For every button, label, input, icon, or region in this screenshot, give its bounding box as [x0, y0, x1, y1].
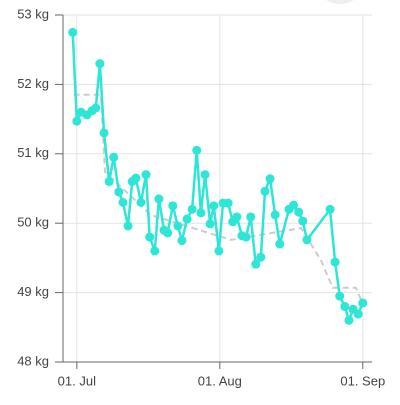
data-point — [256, 252, 266, 262]
trend-line — [73, 93, 362, 300]
data-point — [200, 170, 210, 180]
data-point — [173, 221, 183, 231]
y-tick-label: 53 kg — [17, 6, 49, 21]
data-point — [68, 27, 78, 37]
data-point — [109, 152, 119, 162]
data-point — [182, 214, 192, 224]
data-point — [154, 194, 164, 204]
data-point — [353, 309, 363, 319]
menu-button[interactable] — [314, 0, 366, 4]
data-point — [150, 246, 160, 256]
y-tick-label: 52 kg — [17, 76, 49, 91]
data-point — [123, 221, 133, 231]
data-point — [223, 198, 233, 208]
data-point — [196, 208, 206, 218]
data-point — [344, 315, 354, 325]
data-point — [136, 197, 146, 207]
data-point — [232, 212, 242, 222]
data-point — [302, 235, 312, 245]
data-point — [294, 207, 304, 217]
data-point — [192, 145, 202, 155]
data-point — [91, 103, 101, 113]
data-point — [177, 236, 187, 246]
data-point — [168, 201, 178, 211]
series-line — [71, 32, 364, 325]
data-point — [241, 232, 251, 242]
data-point — [335, 291, 345, 301]
data-point — [214, 246, 224, 256]
data-point — [104, 177, 114, 187]
data-point — [251, 259, 261, 269]
data-point — [205, 219, 215, 229]
data-point — [114, 187, 124, 197]
y-tick-label: 51 kg — [17, 145, 49, 160]
data-point — [358, 298, 368, 308]
y-tick-label: 48 kg — [17, 353, 49, 368]
data-point — [330, 257, 340, 267]
x-tick-label: 01. Jul — [58, 373, 96, 388]
data-point — [270, 210, 280, 220]
data-point — [131, 173, 141, 183]
data-point — [72, 116, 82, 126]
data-point — [340, 301, 350, 311]
data-point — [187, 204, 197, 214]
x-tick-label: 01. Sep — [340, 373, 385, 388]
data-point — [99, 128, 109, 138]
data-point — [289, 200, 299, 210]
data-point — [95, 59, 105, 69]
data-point — [118, 197, 128, 207]
data-point — [298, 216, 308, 226]
data-point — [260, 186, 270, 196]
data-point — [325, 204, 335, 214]
data-point — [145, 232, 155, 242]
data-point — [246, 212, 256, 222]
data-point — [141, 170, 151, 180]
y-tick-label: 49 kg — [17, 284, 49, 299]
data-point — [265, 174, 275, 184]
data-point — [163, 228, 173, 238]
y-tick-label: 50 kg — [17, 215, 49, 230]
x-tick-label: 01. Aug — [198, 373, 242, 388]
data-point — [275, 239, 285, 249]
data-point — [209, 201, 219, 211]
